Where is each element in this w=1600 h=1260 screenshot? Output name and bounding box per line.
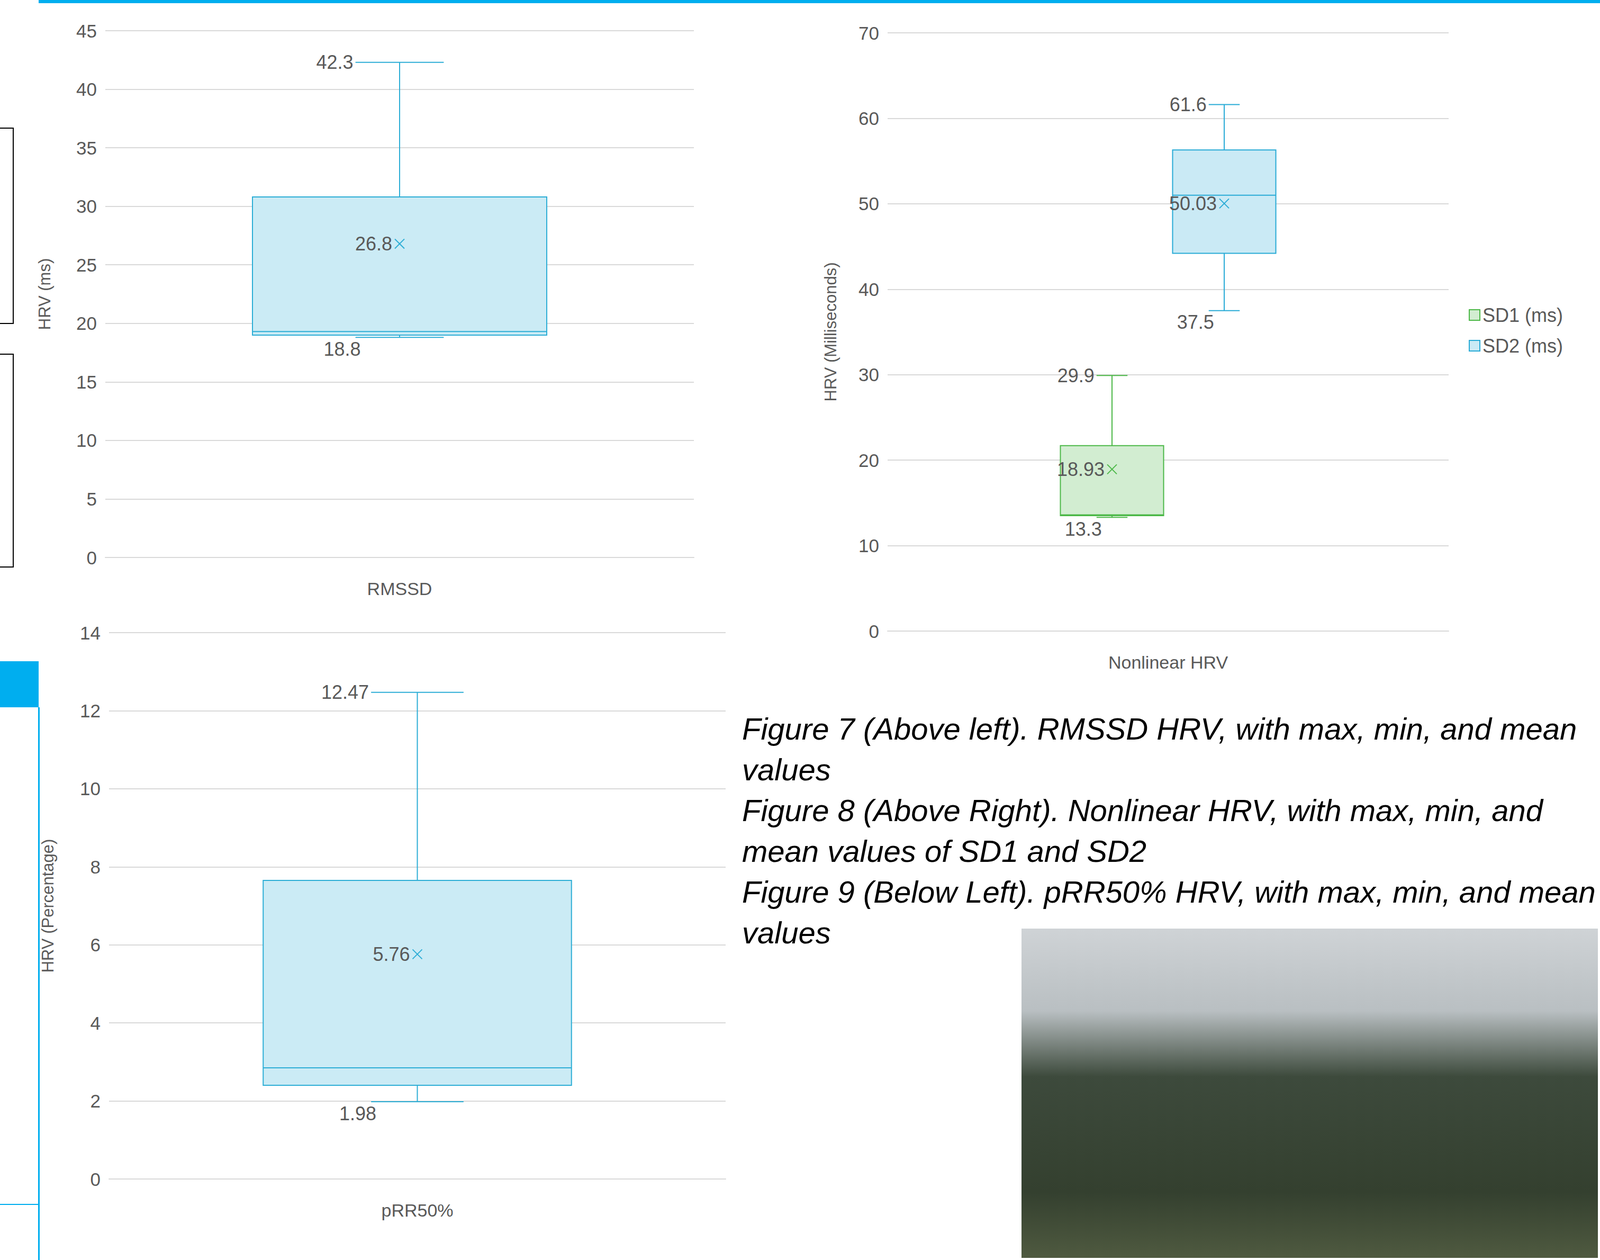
svg-text:HRV (Percentage): HRV (Percentage) bbox=[38, 838, 58, 973]
svg-text:70: 70 bbox=[858, 22, 880, 44]
svg-text:8: 8 bbox=[90, 856, 101, 878]
svg-text:60: 60 bbox=[858, 107, 880, 129]
svg-text:1.98: 1.98 bbox=[339, 1102, 377, 1125]
svg-text:26.8: 26.8 bbox=[355, 232, 393, 255]
svg-text:0: 0 bbox=[869, 620, 880, 642]
svg-text:45: 45 bbox=[76, 20, 97, 42]
svg-text:RMSSD: RMSSD bbox=[367, 578, 433, 599]
svg-text:29.9: 29.9 bbox=[1057, 364, 1095, 387]
svg-text:15: 15 bbox=[76, 371, 97, 393]
svg-text:Nonlinear HRV: Nonlinear HRV bbox=[1108, 652, 1228, 673]
svg-text:30: 30 bbox=[858, 364, 880, 385]
svg-text:13.3: 13.3 bbox=[1064, 518, 1102, 540]
svg-text:2: 2 bbox=[90, 1090, 101, 1111]
svg-text:25: 25 bbox=[76, 254, 97, 276]
svg-text:10: 10 bbox=[76, 429, 97, 451]
html-text:Figure 8 (Above Right). Nonlin: Figure 8 (Above Right). Nonlinear HRV, w… bbox=[742, 792, 1543, 869]
svg-text:6: 6 bbox=[90, 934, 101, 955]
svg-text:35: 35 bbox=[76, 137, 97, 159]
svg-text:10: 10 bbox=[79, 778, 101, 799]
svg-text:5.76: 5.76 bbox=[372, 943, 410, 965]
html-text:Figure 9 (Below Left). pRR50%: Figure 9 (Below Left). pRR50% HRV, with … bbox=[742, 874, 1596, 950]
svg-text:40: 40 bbox=[76, 78, 97, 100]
svg-text:37.5: 37.5 bbox=[1177, 311, 1215, 333]
svg-text:20: 20 bbox=[76, 312, 97, 334]
svg-text:HRV (Milliseconds): HRV (Milliseconds) bbox=[821, 262, 840, 402]
svg-text:50: 50 bbox=[858, 193, 880, 214]
svg-text:0: 0 bbox=[90, 1168, 101, 1190]
svg-text:14: 14 bbox=[79, 622, 101, 644]
html-text:Figure 7 (Above left). RMSSD H: Figure 7 (Above left). RMSSD HRV, with m… bbox=[742, 711, 1577, 787]
svg-text:SD1 (ms): SD1 (ms) bbox=[1482, 304, 1563, 327]
svg-text:42.3: 42.3 bbox=[316, 51, 354, 74]
svg-text:40: 40 bbox=[858, 278, 880, 300]
svg-text:HRV (ms): HRV (ms) bbox=[35, 258, 54, 330]
svg-text:SD2 (ms): SD2 (ms) bbox=[1482, 335, 1563, 357]
svg-text:61.6: 61.6 bbox=[1169, 93, 1207, 116]
svg-text:12.47: 12.47 bbox=[321, 681, 369, 703]
svg-text:10: 10 bbox=[858, 535, 880, 556]
svg-text:18.8: 18.8 bbox=[323, 338, 361, 360]
svg-text:30: 30 bbox=[76, 195, 97, 217]
svg-text:0: 0 bbox=[86, 547, 97, 568]
svg-text:18.93: 18.93 bbox=[1056, 458, 1105, 481]
svg-text:4: 4 bbox=[90, 1012, 101, 1034]
svg-text:20: 20 bbox=[858, 449, 880, 471]
svg-text:50.03: 50.03 bbox=[1169, 192, 1217, 215]
svg-text:12: 12 bbox=[79, 700, 101, 721]
svg-text:5: 5 bbox=[86, 488, 97, 510]
svg-text:pRR50%: pRR50% bbox=[381, 1199, 454, 1220]
